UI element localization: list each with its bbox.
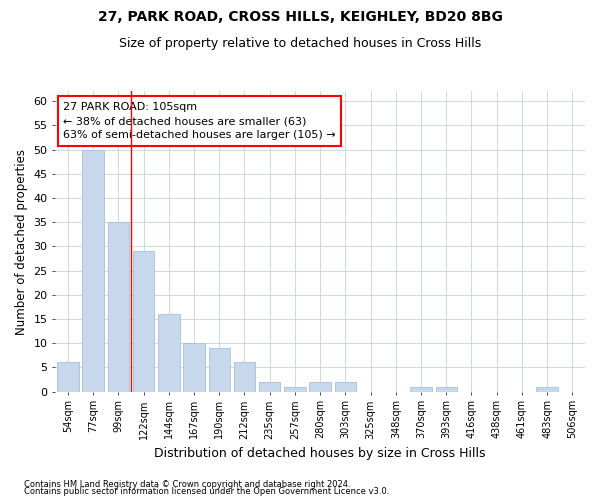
Text: 27, PARK ROAD, CROSS HILLS, KEIGHLEY, BD20 8BG: 27, PARK ROAD, CROSS HILLS, KEIGHLEY, BD… (98, 10, 502, 24)
Bar (284, 386, 305, 392)
Text: 27 PARK ROAD: 105sqm
← 38% of detached houses are smaller (63)
63% of semi-detac: 27 PARK ROAD: 105sqm ← 38% of detached h… (63, 102, 336, 140)
Bar (158, 314, 179, 392)
Bar (310, 382, 331, 392)
X-axis label: Distribution of detached houses by size in Cross Hills: Distribution of detached houses by size … (154, 447, 486, 460)
Bar (57, 362, 79, 392)
Text: Contains public sector information licensed under the Open Government Licence v3: Contains public sector information licen… (24, 487, 389, 496)
Bar (234, 362, 255, 392)
Y-axis label: Number of detached properties: Number of detached properties (15, 148, 28, 334)
Bar (82, 150, 104, 392)
Bar (107, 222, 129, 392)
Bar (410, 386, 432, 392)
Bar (536, 386, 558, 392)
Bar (436, 386, 457, 392)
Text: Contains HM Land Registry data © Crown copyright and database right 2024.: Contains HM Land Registry data © Crown c… (24, 480, 350, 489)
Bar (259, 382, 280, 392)
Bar (209, 348, 230, 392)
Bar (335, 382, 356, 392)
Text: Size of property relative to detached houses in Cross Hills: Size of property relative to detached ho… (119, 38, 481, 51)
Bar (184, 343, 205, 392)
Bar (133, 251, 154, 392)
